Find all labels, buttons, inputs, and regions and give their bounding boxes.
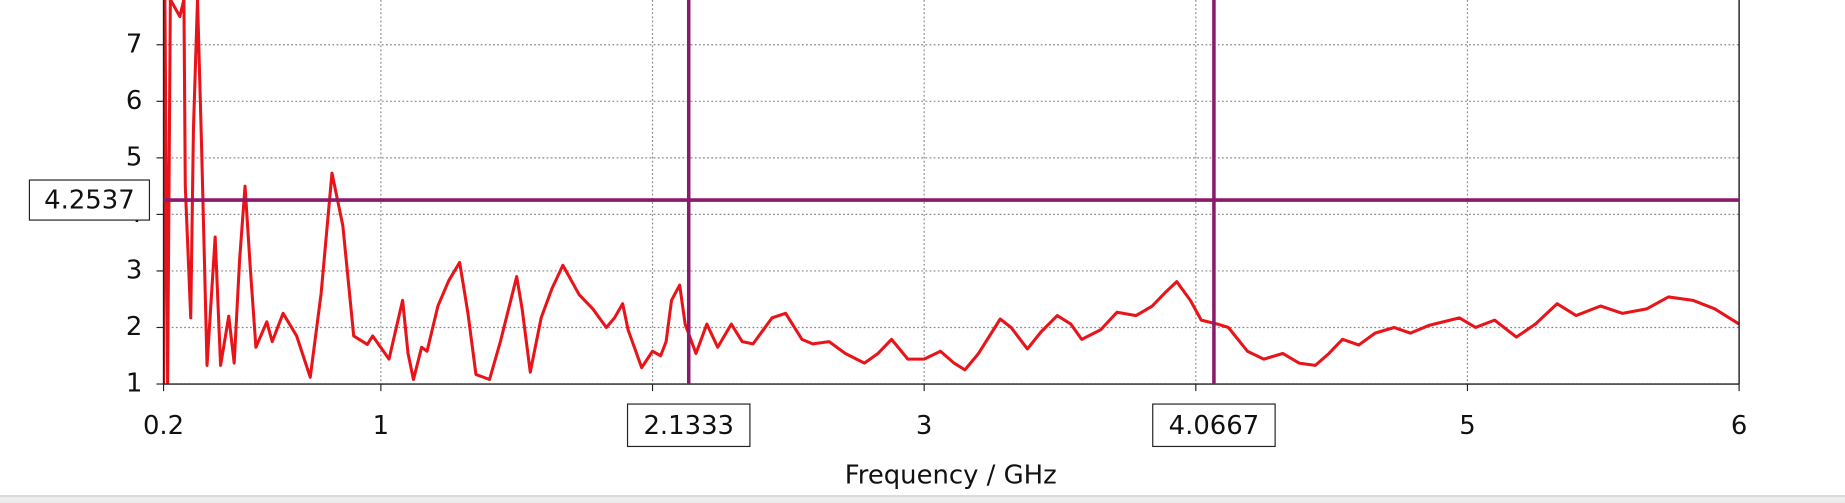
marker-label-text: 4.2537 bbox=[44, 186, 135, 216]
y-tick-label: 5 bbox=[126, 142, 142, 172]
plot-area bbox=[163, 0, 1740, 385]
markers: 2.1333 4.0667 4.2537 bbox=[28, 0, 1740, 448]
marker-label: 2.1333 bbox=[626, 403, 751, 448]
tick-labels: 0.21234561234567 bbox=[126, 29, 1747, 441]
data-line bbox=[163, 0, 1740, 385]
marker-label-box bbox=[626, 403, 751, 448]
marker-label: 4.0667 bbox=[1152, 403, 1276, 448]
x-tick-label: 0.2 bbox=[143, 411, 184, 441]
x-axis-label: Frequency / GHz bbox=[845, 460, 1057, 490]
marker-label-box bbox=[28, 179, 151, 221]
x-tick-label: 5 bbox=[1459, 411, 1475, 441]
x-tick-label: 1 bbox=[373, 411, 389, 441]
x-tick-label: 3 bbox=[916, 411, 932, 441]
axes bbox=[156, 0, 1740, 392]
status-strip bbox=[0, 495, 1845, 503]
x-tick-label: 6 bbox=[1731, 411, 1747, 441]
marker-label-text: 2.1333 bbox=[643, 411, 734, 441]
y-tick-label: 3 bbox=[126, 255, 142, 285]
marker-label-box bbox=[1152, 403, 1276, 448]
y-tick-label: 7 bbox=[126, 29, 142, 59]
y-tick-label: 1 bbox=[126, 369, 142, 399]
marker-label-text: 4.0667 bbox=[1169, 411, 1260, 441]
y-tick-label: 6 bbox=[126, 86, 142, 116]
y-tick-label: 2 bbox=[126, 312, 142, 342]
